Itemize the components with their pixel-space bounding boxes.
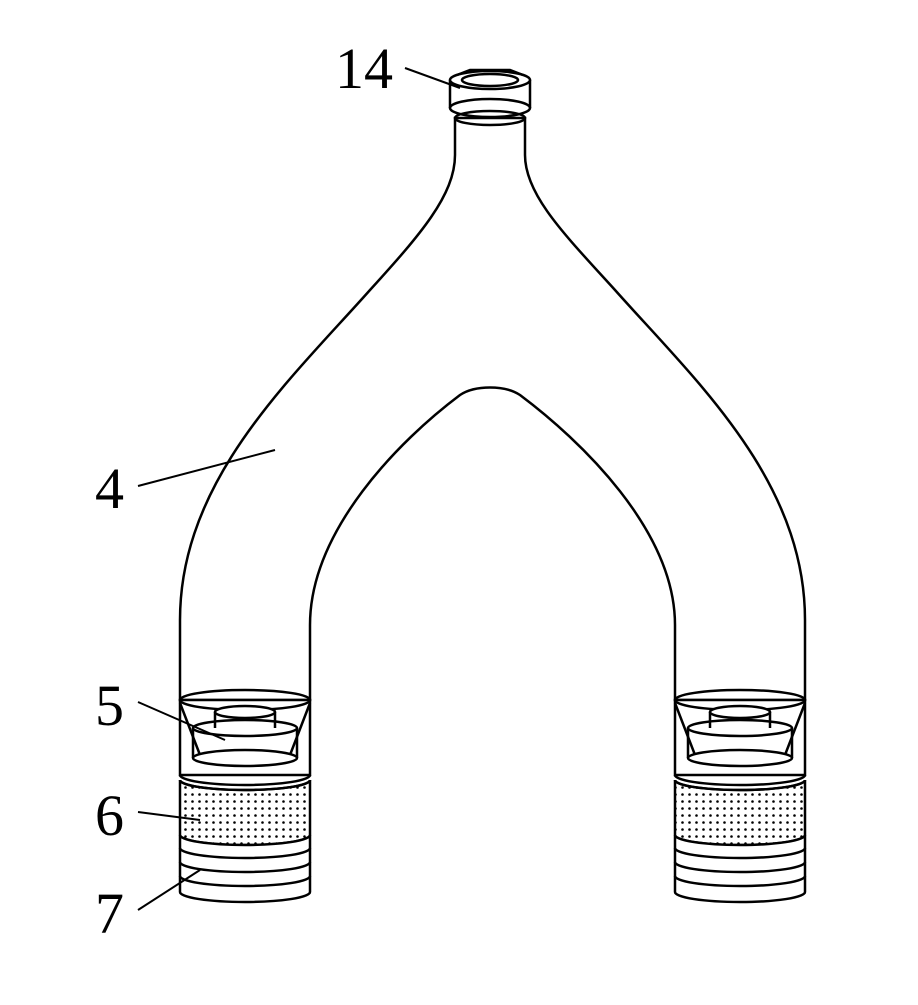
threaded-base-right (675, 835, 805, 902)
stepped-ring-right (675, 690, 805, 785)
label-6: 6 (95, 782, 124, 849)
label-5: 5 (95, 672, 124, 739)
technical-drawing: 14 4 5 6 7 (0, 0, 918, 1000)
label-7: 7 (95, 880, 124, 947)
mesh-band-left (180, 780, 310, 845)
stepped-ring-left (180, 690, 310, 785)
drawing-svg (0, 0, 918, 1000)
mesh-band-right (675, 780, 805, 845)
threaded-base-left (180, 835, 310, 902)
y-body (180, 111, 805, 700)
label-14: 14 (335, 35, 393, 102)
label-4: 4 (95, 455, 124, 522)
right-foot (675, 690, 805, 902)
